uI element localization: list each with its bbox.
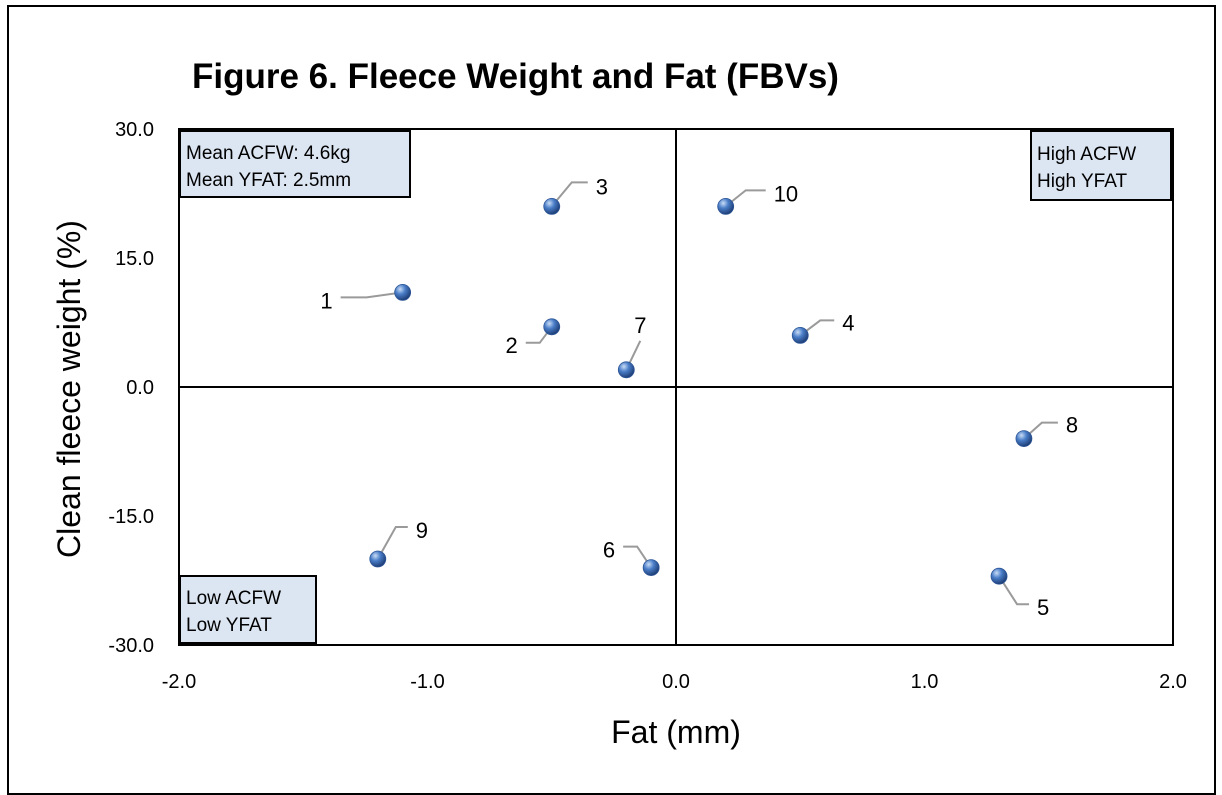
leader-line xyxy=(550,181,588,208)
x-tick-label: 0.0 xyxy=(662,671,690,693)
data-point-label: 8 xyxy=(1066,413,1078,438)
leader-line xyxy=(623,545,652,569)
leader-line xyxy=(340,291,403,299)
annotation-mean-line2: Mean YFAT: 2.5mm xyxy=(186,170,351,191)
annotation-mean-box xyxy=(179,130,411,198)
annotation-low-box xyxy=(179,575,317,644)
annotation-mean-line1: Mean ACFW: 4.6kg xyxy=(186,143,350,164)
data-point-marker xyxy=(543,318,561,336)
leader-line xyxy=(725,189,766,208)
data-point-label: 1 xyxy=(320,288,332,313)
data-point-5: 5 xyxy=(990,567,1049,620)
y-tick-label: -30.0 xyxy=(108,635,154,657)
annotation-low-line2: Low YFAT xyxy=(186,615,272,636)
x-tick-labels: -2.0 -1.0 0.0 1.0 2.0 xyxy=(162,671,1187,693)
leader-line xyxy=(376,526,408,560)
annotation-high-box xyxy=(1030,130,1172,201)
data-point-9: 9 xyxy=(369,518,428,568)
data-points: 1 2 3 4 5 6 7 8 9 10 xyxy=(320,174,1078,620)
annotation-high-line2: High YFAT xyxy=(1037,171,1128,192)
data-point-3: 3 xyxy=(543,174,608,215)
leader-line xyxy=(998,575,1030,606)
x-axis-title: Fat (mm) xyxy=(611,714,741,750)
annotation-low-line1: Low ACFW xyxy=(186,588,281,609)
data-point-8: 8 xyxy=(1015,413,1078,448)
data-point-label: 7 xyxy=(634,313,646,338)
annotation-high-line1: High ACFW xyxy=(1037,144,1136,165)
data-point-label: 3 xyxy=(596,174,608,199)
data-point-marker xyxy=(543,197,561,215)
data-point-7: 7 xyxy=(617,313,647,379)
y-axis-title: Clean fleece weight (%) xyxy=(51,220,87,558)
data-point-marker xyxy=(791,326,809,344)
data-point-marker xyxy=(617,361,635,379)
data-point-label: 2 xyxy=(506,333,518,358)
annotation-high: High ACFW High YFAT xyxy=(1030,130,1172,201)
annotation-mean: Mean ACFW: 4.6kg Mean YFAT: 2.5mm xyxy=(179,130,411,198)
data-point-label: 5 xyxy=(1037,595,1049,620)
x-tick-label: 2.0 xyxy=(1159,671,1187,693)
data-point-2: 2 xyxy=(506,318,561,358)
data-point-marker xyxy=(642,559,660,576)
data-point-marker xyxy=(394,283,412,301)
data-point-marker xyxy=(1015,430,1033,448)
y-tick-label: 0.0 xyxy=(126,377,154,399)
data-point-10: 10 xyxy=(717,181,798,215)
data-point-6: 6 xyxy=(603,538,660,576)
y-tick-label: -15.0 xyxy=(108,506,154,528)
data-point-label: 6 xyxy=(603,538,615,563)
data-point-marker xyxy=(990,567,1008,585)
y-tick-labels: 30.0 15.0 0.0 -15.0 -30.0 xyxy=(108,119,154,657)
x-tick-label: -2.0 xyxy=(162,671,196,693)
y-tick-label: 30.0 xyxy=(115,119,154,141)
data-point-label: 10 xyxy=(774,181,798,206)
x-tick-label: 1.0 xyxy=(911,671,939,693)
data-point-1: 1 xyxy=(320,283,412,313)
data-point-marker xyxy=(369,550,387,568)
data-point-marker xyxy=(717,197,735,215)
annotation-low: Low ACFW Low YFAT xyxy=(179,575,317,644)
x-tick-label: -1.0 xyxy=(410,671,444,693)
data-point-label: 4 xyxy=(842,310,854,335)
y-tick-label: 15.0 xyxy=(115,248,154,270)
chart-title: Figure 6. Fleece Weight and Fat (FBVs) xyxy=(192,57,839,96)
data-point-4: 4 xyxy=(791,310,855,344)
data-point-label: 9 xyxy=(416,518,428,543)
